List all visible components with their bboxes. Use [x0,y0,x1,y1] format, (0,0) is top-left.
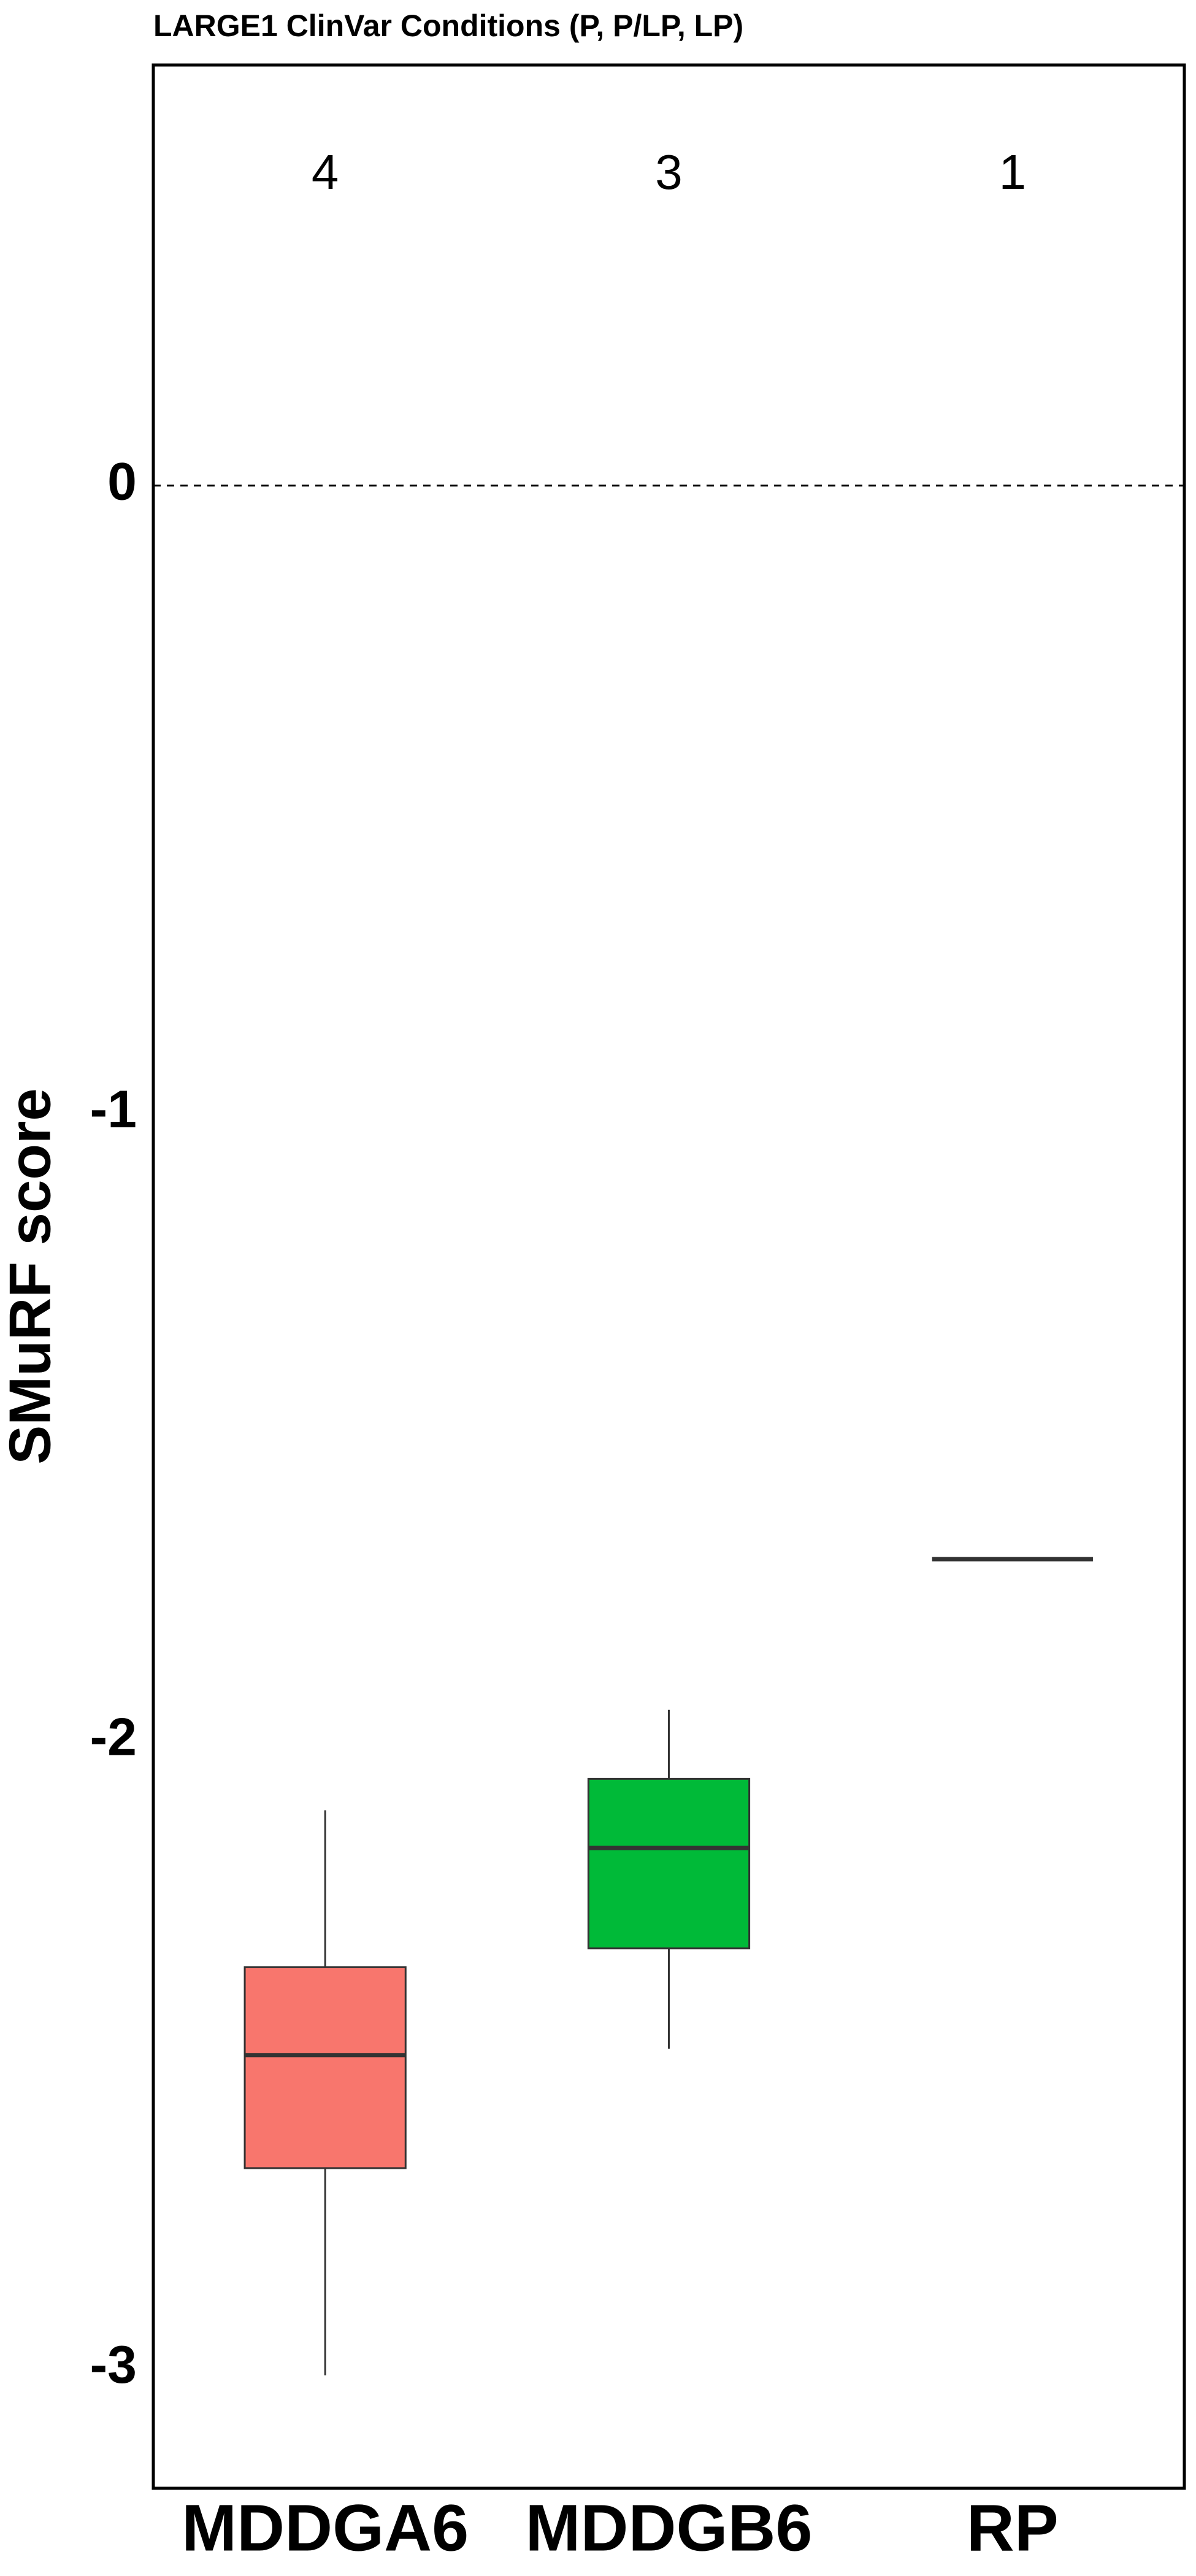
x-tick-label: MDDGB6 [525,2491,812,2565]
count-label: 4 [312,145,339,199]
count-label: 3 [655,145,683,199]
y-tick-label: 0 [107,453,137,512]
y-tick-label: -2 [90,1708,137,1767]
count-label: 1 [999,145,1027,199]
y-tick-label: -1 [90,1080,137,1139]
x-tick-label: RP [967,2491,1059,2565]
y-tick-label: -3 [90,2336,137,2394]
chart-title: LARGE1 ClinVar Conditions (P, P/LP, LP) [153,9,743,43]
x-tick-label: MDDGA6 [182,2491,469,2565]
y-axis-label: SMuRF score [0,1088,63,1464]
box [587,1777,751,1950]
plot-frame [151,63,1186,2490]
box [243,1966,407,2169]
